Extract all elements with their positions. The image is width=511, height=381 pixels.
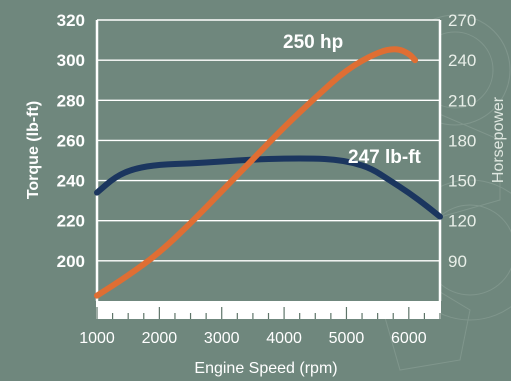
y-right-tick-label: 210 — [448, 91, 476, 110]
right-axis-ticks: 90 120 150 180 210 240 270 — [448, 11, 476, 271]
y-left-tick-label: 300 — [57, 51, 85, 70]
torque-series-line — [94, 155, 443, 220]
y-right-tick-label: 120 — [448, 212, 476, 231]
y-right-tick-label: 150 — [448, 172, 476, 191]
x-tick-label: 6000 — [391, 330, 427, 347]
y-left-tick-label: 280 — [57, 91, 85, 110]
y-left-tick-label: 220 — [57, 212, 85, 231]
y-axis-title-left: Torque (lb-ft) — [25, 101, 42, 199]
y-left-tick-label: 260 — [57, 131, 85, 150]
y-left-tick-label: 240 — [57, 172, 85, 191]
y-axis-title-right: Horsepower — [490, 96, 507, 183]
x-tick-label: 1000 — [79, 330, 115, 347]
y-right-tick-label: 240 — [448, 51, 476, 70]
x-tick-label: 4000 — [266, 330, 302, 347]
horsepower-peak-label: 250 hp — [283, 32, 343, 53]
y-right-tick-label: 270 — [448, 11, 476, 30]
x-axis-ticks: 1000 2000 3000 4000 5000 6000 — [79, 330, 427, 347]
grid — [95, 19, 442, 319]
x-tick-label: 3000 — [204, 330, 240, 347]
x-axis-title: Engine Speed (rpm) — [194, 360, 337, 377]
x-tick-label: 2000 — [142, 330, 178, 347]
y-left-tick-label: 320 — [57, 11, 85, 30]
x-axis-band — [96, 301, 441, 319]
y-right-tick-label: 180 — [448, 131, 476, 150]
x-tick-label: 5000 — [329, 330, 365, 347]
torque-peak-label: 247 lb-ft — [348, 147, 422, 168]
left-axis-ticks: 200 220 240 260 280 300 320 — [57, 11, 85, 271]
y-left-tick-label: 200 — [57, 252, 85, 271]
horsepower-series-line — [94, 46, 419, 299]
plot-area — [94, 46, 443, 299]
y-right-tick-label: 90 — [448, 252, 467, 271]
